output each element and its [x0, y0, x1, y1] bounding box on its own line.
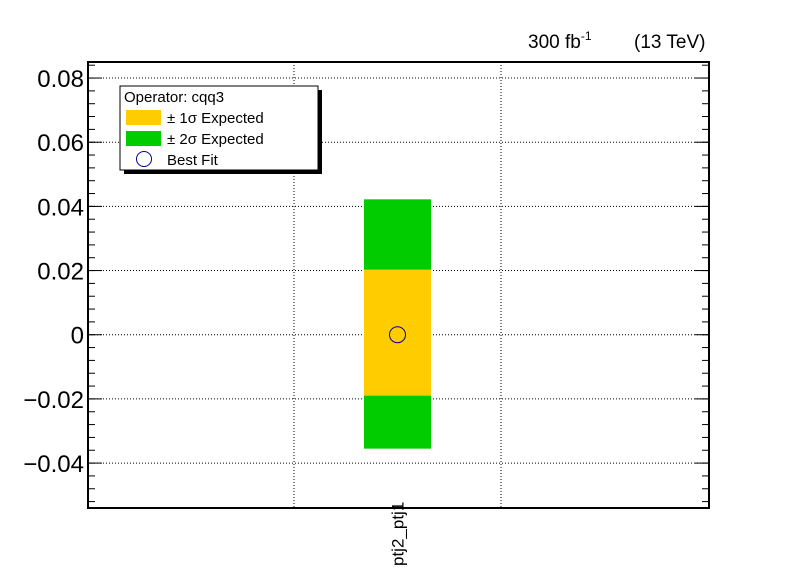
legend-one-sigma-label: ± 1σ Expected [167, 110, 264, 127]
y-tick-label: −0.02 [23, 387, 84, 414]
legend-best-fit-label: Best Fit [167, 152, 219, 169]
y-tick-label: 0.08 [37, 66, 84, 93]
category-label: ptj2_ptj1 [389, 502, 408, 566]
legend: Operator: cqq3 ± 1σ Expected ± 2σ Expect… [120, 86, 322, 174]
energy-label: (13 TeV) [634, 32, 705, 53]
y-tick-label: 0.02 [37, 259, 84, 286]
one-sigma-band [364, 270, 431, 396]
legend-title: Operator: cqq3 [124, 89, 224, 106]
legend-two-sigma-swatch [126, 131, 161, 146]
uncertainty-bands [364, 199, 431, 448]
luminosity-label: 300 fb-1 [528, 29, 592, 53]
y-tick-label: −0.04 [23, 451, 84, 478]
y-tick-label: 0 [71, 323, 84, 350]
y-tick-label: 0.04 [37, 194, 84, 221]
legend-two-sigma-label: ± 2σ Expected [167, 131, 264, 148]
legend-one-sigma-swatch [126, 110, 161, 125]
y-tick-label: 0.06 [37, 130, 84, 157]
